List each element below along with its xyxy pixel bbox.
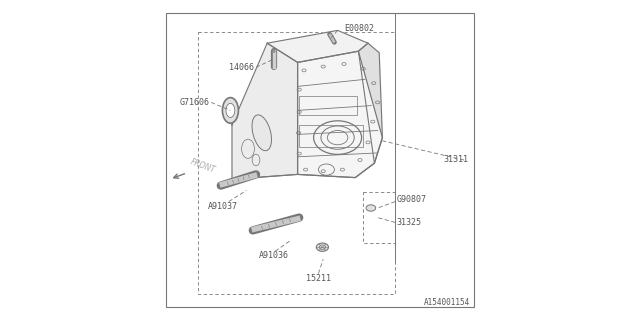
- Bar: [300, 125, 364, 147]
- Ellipse shape: [252, 115, 271, 151]
- Polygon shape: [358, 43, 383, 163]
- Text: A91036: A91036: [259, 252, 289, 260]
- Text: A91037: A91037: [207, 202, 237, 211]
- Text: 14066: 14066: [229, 63, 254, 72]
- Polygon shape: [268, 30, 368, 62]
- Text: E00802: E00802: [344, 24, 374, 33]
- Text: FRONT: FRONT: [189, 158, 216, 175]
- Polygon shape: [298, 51, 383, 178]
- Bar: [364, 192, 396, 243]
- Bar: [300, 96, 357, 115]
- Ellipse shape: [223, 98, 239, 123]
- Text: A154001154: A154001154: [424, 298, 470, 307]
- Bar: [198, 32, 396, 294]
- Polygon shape: [232, 43, 298, 179]
- Ellipse shape: [366, 205, 376, 211]
- Text: 31325: 31325: [397, 218, 422, 227]
- Text: 31311: 31311: [444, 156, 468, 164]
- Text: G90807: G90807: [397, 196, 427, 204]
- Text: G71606: G71606: [180, 98, 210, 107]
- Ellipse shape: [272, 50, 275, 52]
- Ellipse shape: [226, 103, 235, 117]
- Text: 15211: 15211: [306, 274, 331, 283]
- Ellipse shape: [316, 243, 328, 252]
